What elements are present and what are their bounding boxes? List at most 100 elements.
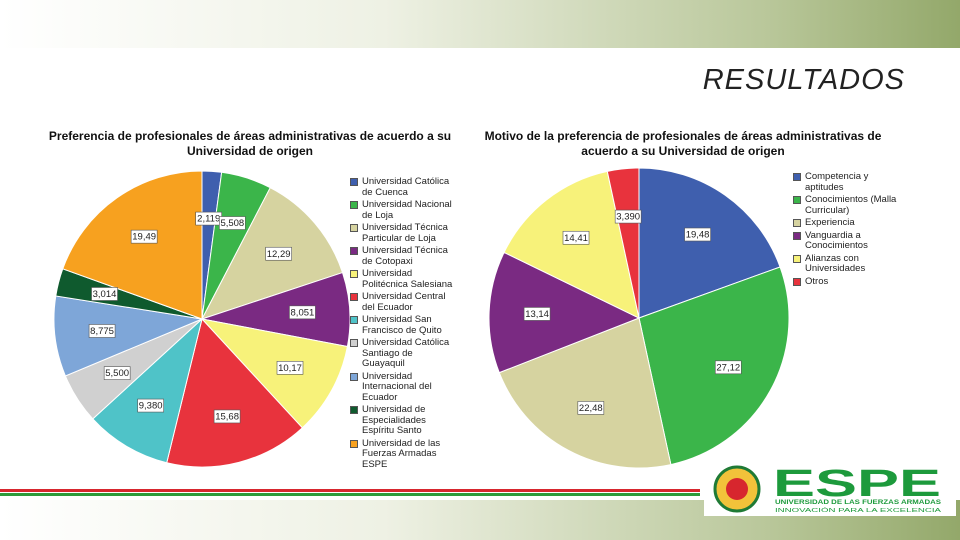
- value-label-box: [714, 360, 742, 375]
- value-label-box: [577, 401, 605, 415]
- legend-label: Competencia y aptitudes: [805, 171, 869, 193]
- pie-slice: [166, 317, 304, 468]
- legend-item: Universidad de Especialidades Espíritu S…: [350, 404, 454, 437]
- legend-item: Vanguardia a Conocimientos: [793, 229, 903, 252]
- legend-swatch: [793, 231, 801, 240]
- header-band: [0, 0, 960, 48]
- value-label-box: [137, 398, 164, 413]
- legend-label: Alianzas con Universidades: [805, 252, 866, 274]
- pie-slice: [503, 170, 640, 319]
- legend-item: Universidad Técnica Particular de Loja: [350, 222, 454, 244]
- logo-line2: INNOVACIÓN PARA LA EXCELENCIA: [775, 507, 942, 514]
- legend-item: Universidad Politécnica Salesiana: [350, 268, 454, 290]
- legend-swatch: [350, 439, 358, 448]
- value-label: 8,051: [291, 307, 315, 318]
- logo-emblem-core: [726, 478, 748, 500]
- legend-item: Universidad Católica de Cuenca: [350, 176, 454, 198]
- chart-title: Preferencia de profesionales de áreas ad…: [48, 129, 452, 158]
- pie-slice: [606, 167, 640, 319]
- value-label-box: [213, 409, 241, 424]
- legend-item: Universidad Central del Ecuador: [350, 291, 454, 313]
- legend-swatch: [350, 201, 358, 209]
- legend-label: Vanguardia a Conocimientos: [805, 229, 868, 251]
- legend-swatch: [793, 277, 801, 286]
- legend-swatch: [350, 406, 358, 414]
- chart-title: Motivo de la preferencia de profesionale…: [484, 129, 882, 158]
- pie-slice: [200, 318, 349, 429]
- legend-item: Universidad de las Fuerzas Armadas ESPE: [350, 437, 454, 471]
- pie-slice: [488, 251, 641, 374]
- legend-item: Otros: [793, 275, 903, 288]
- value-label: 27,12: [716, 362, 740, 373]
- value-label: 5,500: [105, 368, 129, 379]
- value-label-box: [265, 246, 292, 261]
- legend-swatch: [350, 270, 358, 278]
- value-label: 15,68: [215, 411, 239, 422]
- value-label: 14,41: [564, 233, 588, 244]
- legend-item: Conocimientos (Malla Curricular): [793, 194, 903, 216]
- legend-label: Universidad de las Fuerzas Armadas ESPE: [362, 437, 441, 470]
- legend-label: Universidad Central del Ecuador: [362, 291, 446, 313]
- legend: Competencia y aptitudes Conocimientos (Ma…: [793, 171, 903, 288]
- legend-swatch: [350, 224, 358, 232]
- legend-label: Conocimientos (Malla Curricular): [805, 194, 897, 216]
- value-label: 19,49: [132, 232, 156, 243]
- legend-label: Universidad Internacional del Ecuador: [362, 370, 432, 403]
- value-label: 5,508: [220, 218, 244, 229]
- slide-title: RESULTADOS: [702, 64, 905, 96]
- rule-green: [0, 493, 700, 496]
- value-label-box: [88, 324, 116, 338]
- legend-item: Competencia y aptitudes: [793, 171, 903, 193]
- value-label-box: [614, 209, 642, 224]
- legend-swatch: [793, 219, 801, 227]
- legend-swatch: [793, 254, 801, 263]
- legend-label: Experiencia: [805, 217, 855, 228]
- legend-label: Universidad Católica Santiago de Guayaqu…: [362, 337, 450, 369]
- legend-label: Otros: [805, 275, 829, 287]
- pie-slice: [498, 317, 672, 469]
- logo: ESPE UNIVERSIDAD DE LAS FUERZAS ARMADAS …: [704, 462, 956, 516]
- legend-swatch: [350, 316, 358, 324]
- value-label: 22,48: [579, 403, 603, 414]
- value-label: 3,390: [616, 212, 640, 223]
- legend-item: Experiencia: [793, 217, 903, 229]
- legend-label: Universidad de Especialidades Espíritu S…: [362, 404, 426, 436]
- legend-item: Universidad Católica Santiago de Guayaqu…: [350, 337, 454, 370]
- legend-swatch: [350, 372, 358, 381]
- value-label: 10,17: [278, 363, 302, 374]
- legend-item: Universidad San Francisco de Quito: [350, 314, 454, 336]
- value-label-box: [276, 361, 304, 375]
- legend-label: Universidad San Francisco de Quito: [362, 314, 442, 336]
- legend-label: Universidad Nacional de Loja: [362, 199, 452, 221]
- value-label: 9,380: [139, 401, 163, 412]
- legend-swatch: [350, 178, 358, 186]
- legend-item: Universidad Internacional del Ecuador: [350, 370, 454, 404]
- legend-swatch: [350, 293, 358, 301]
- value-label-box: [103, 366, 131, 380]
- pie-slice: [92, 317, 203, 464]
- legend-swatch: [350, 247, 358, 255]
- value-label-box: [91, 287, 118, 301]
- value-label-box: [289, 305, 316, 320]
- value-label-box: [219, 216, 246, 230]
- pie-slice: [638, 266, 790, 466]
- legend-item: Alianzas con Universidades: [793, 252, 903, 275]
- legend-label: Universidad Técnica de Cotopaxi: [362, 245, 448, 267]
- logo-name: ESPE: [773, 463, 941, 505]
- value-label: 13,14: [525, 309, 549, 320]
- legend-label: Universidad Técnica Particular de Loja: [362, 222, 448, 244]
- value-label: 19,48: [686, 230, 710, 241]
- pie-slice: [53, 295, 204, 377]
- value-label: 8,775: [90, 326, 114, 337]
- legend-swatch: [793, 173, 801, 181]
- legend: Universidad Católica de Cuenca Universida…: [350, 176, 454, 471]
- legend-item: Universidad Técnica de Cotopaxi: [350, 245, 454, 267]
- logo-line1: UNIVERSIDAD DE LAS FUERZAS ARMADAS: [775, 500, 941, 506]
- value-label-box: [562, 230, 590, 245]
- legend-label: Universidad Católica de Cuenca: [362, 176, 450, 198]
- legend-item: Universidad Nacional de Loja: [350, 199, 454, 221]
- value-label: 2,119: [197, 214, 220, 225]
- legend-swatch: [793, 196, 801, 204]
- value-label-box: [523, 307, 551, 321]
